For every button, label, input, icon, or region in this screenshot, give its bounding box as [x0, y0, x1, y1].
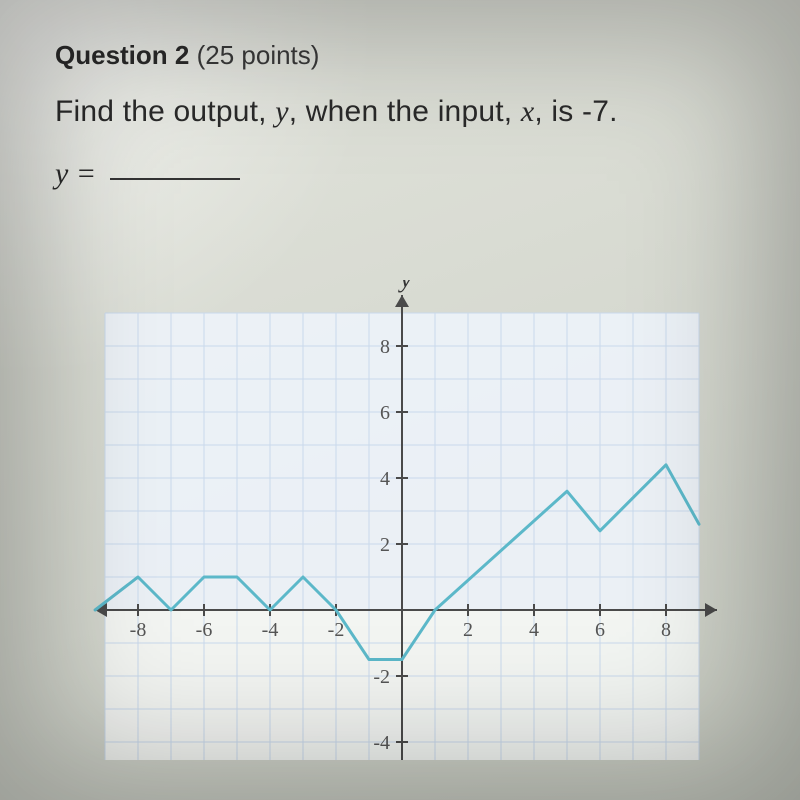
prompt-text-3: , is -7.: [534, 95, 617, 128]
svg-text:8: 8: [661, 619, 671, 641]
svg-text:-4: -4: [373, 732, 390, 754]
svg-text:4: 4: [529, 619, 539, 641]
question-block: Question 2 (25 points) Find the output, …: [55, 40, 760, 211]
y-equals-label: y =: [55, 157, 96, 190]
answer-blank[interactable]: [110, 178, 240, 180]
svg-text:-8: -8: [130, 619, 147, 641]
question-header: Question 2 (25 points): [55, 40, 760, 71]
svg-text:2: 2: [380, 534, 390, 556]
question-points: (25 points): [197, 40, 320, 70]
svg-text:6: 6: [380, 402, 390, 424]
prompt-text-2: , when the input,: [289, 95, 521, 128]
svg-text:4: 4: [380, 468, 390, 490]
question-number: Question 2: [55, 40, 189, 70]
line-chart: -8-6-4-22468-6-4-22468yx: [72, 280, 732, 760]
var-y: y: [275, 95, 289, 128]
answer-line: y =: [55, 157, 760, 191]
svg-text:2: 2: [463, 619, 473, 641]
svg-text:-2: -2: [373, 666, 390, 688]
question-prompt: Find the output, y, when the input, x, i…: [55, 95, 760, 129]
svg-text:-4: -4: [262, 619, 279, 641]
svg-text:6: 6: [595, 619, 605, 641]
graph-panel: -8-6-4-22468-6-4-22468yx: [72, 280, 732, 760]
svg-text:-6: -6: [196, 619, 213, 641]
prompt-text-1: Find the output,: [55, 95, 275, 128]
var-x: x: [521, 95, 535, 128]
svg-text:-2: -2: [328, 619, 345, 641]
screenshot-surface: Question 2 (25 points) Find the output, …: [0, 0, 800, 800]
svg-text:8: 8: [380, 336, 390, 358]
svg-text:y: y: [397, 280, 412, 293]
